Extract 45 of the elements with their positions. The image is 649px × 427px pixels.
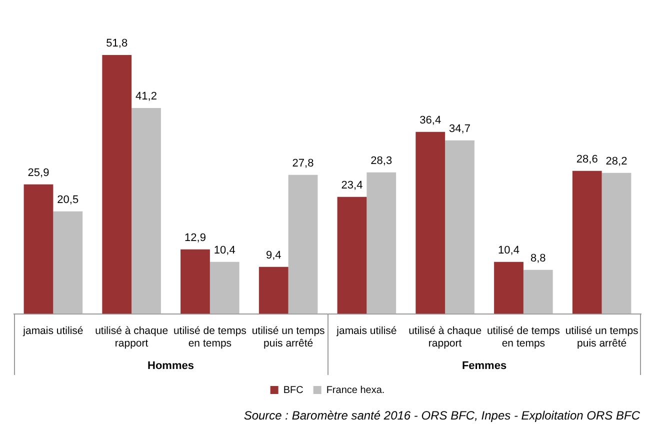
bar (337, 196, 367, 314)
data-label: 10,4 (498, 244, 520, 256)
bar (366, 172, 396, 314)
data-label: 51,8 (106, 38, 128, 50)
x-tick-label: jamais utilisé (22, 324, 84, 337)
text: Femmes (462, 360, 507, 372)
bar (132, 108, 161, 314)
bar (494, 262, 524, 314)
data-label: 28,6 (576, 153, 598, 166)
data-label: 28,2 (606, 155, 628, 168)
data-label: 27,8 (292, 157, 314, 170)
bar (210, 262, 240, 314)
x-tick-label: utilisé un temps puis arrêté (565, 324, 638, 350)
data-label: 28,3 (370, 154, 392, 167)
bar (258, 266, 288, 314)
bar (24, 184, 54, 314)
x-tick-label: utilisé à chaque rapport (95, 324, 168, 350)
source-note: Source : Baromètre santé 2016 - ORS BFC, Inpes - Exploitation ORS BFC (244, 408, 640, 422)
x-tick-label: utilisé à chaque rapport (408, 324, 482, 350)
bar (102, 54, 132, 314)
bar (53, 211, 83, 314)
data-label: 8,8 (530, 252, 546, 264)
bar (602, 172, 632, 314)
bar (572, 170, 602, 314)
legend-label: BFC (283, 384, 304, 396)
data-label: 25,9 (28, 166, 50, 179)
data-label: 9,4 (266, 249, 282, 262)
legend-label: France hexa. (326, 384, 385, 396)
data-label: 20,5 (57, 194, 79, 206)
data-label: 12,9 (184, 232, 206, 244)
x-tick-label: jamais utilisé (336, 324, 397, 337)
bar (445, 140, 474, 314)
data-label: 41,2 (136, 90, 157, 102)
data-label: 23,4 (341, 179, 363, 192)
bar (180, 249, 210, 314)
bar (523, 270, 553, 314)
data-label: 10,4 (214, 244, 236, 256)
data-label: 34,7 (449, 122, 470, 135)
x-tick-label: utilisé de temps en temps (486, 324, 560, 350)
x-tick-label: utilisé de temps en temps (173, 324, 246, 350)
x-tick-label: utilisé un temps puis arrêté (252, 324, 325, 350)
bar (416, 132, 446, 314)
bar (288, 174, 318, 314)
text: Hommes (148, 360, 194, 372)
data-label: 36,4 (420, 114, 442, 126)
